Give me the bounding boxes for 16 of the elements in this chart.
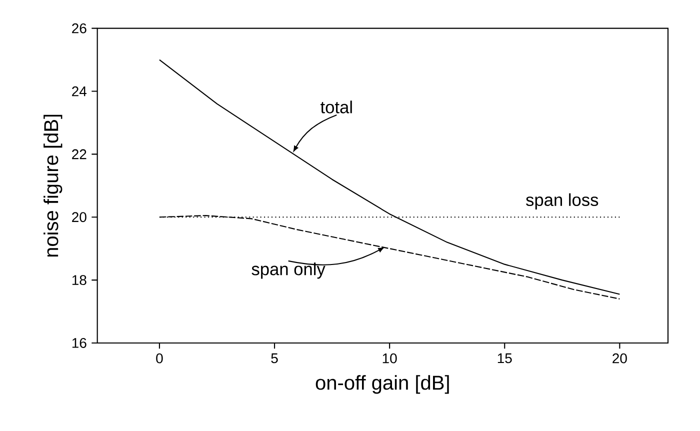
x-tick-label: 15: [498, 353, 512, 364]
x-tick-label: 20: [612, 353, 627, 364]
x-tick-label: 10: [382, 353, 397, 364]
y-tick-label: 20: [72, 212, 86, 222]
x-tick-label: 0: [156, 353, 163, 364]
y-tick-label: 16: [72, 338, 86, 348]
y-axis-title: noise figure [dB]: [44, 114, 62, 257]
x-axis-title: on-off gain [dB]: [316, 375, 449, 394]
text: total: [320, 100, 352, 114]
y-tick-label: 24: [72, 86, 87, 96]
series-label: span loss: [526, 193, 598, 210]
y-tick-label: 18: [72, 275, 86, 286]
x-tick-label: 5: [271, 353, 278, 364]
series-label: span only: [252, 262, 326, 279]
y-tick-label: 26: [72, 23, 86, 34]
y-tick-label: 22: [72, 149, 86, 160]
